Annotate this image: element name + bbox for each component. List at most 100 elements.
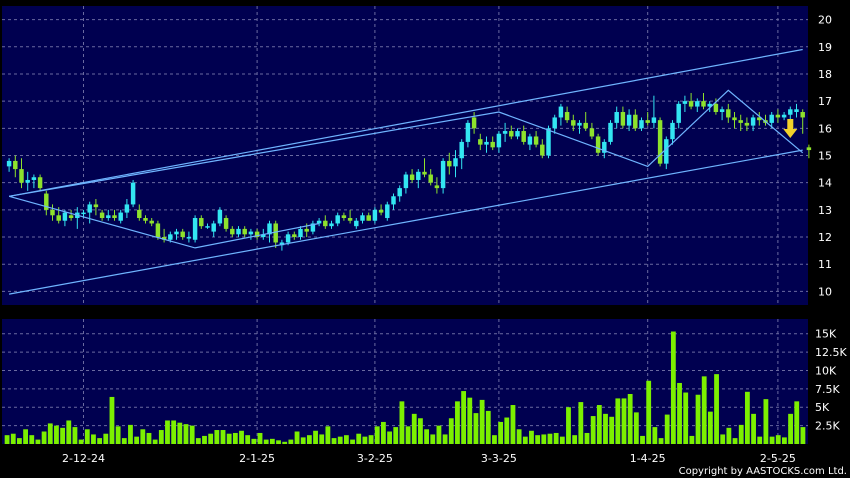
volume-bar [263,439,269,444]
candle-body [558,106,564,118]
price-tick-label: 11 [818,258,832,271]
candle-body [757,117,762,121]
volume-tick-label: 7.5K [815,383,840,396]
volume-bar [350,439,355,444]
candle-body [248,231,254,235]
volume-bar [72,427,78,444]
volume-bar [424,429,429,444]
volume-bar [510,405,516,444]
candle-body [56,215,61,221]
candle-body [639,120,644,129]
volume-bar [751,413,756,444]
candle-body [254,231,260,238]
volume-tick-label: 15K [815,328,837,341]
volume-bar [313,430,318,444]
volume-bar [652,427,658,444]
candle-body [236,228,241,235]
candle-body [657,120,663,164]
price-axis-ticks: 10 11 12 13 14 15 16 17 18 19 20 [818,14,832,299]
volume-bar [473,413,479,444]
candle-body [478,139,483,145]
price-tick-label: 10 [818,285,832,298]
volume-tick-label: 5K [815,401,830,414]
volume-bar [609,416,615,444]
volume-bar [121,438,127,444]
volume-bar [701,376,707,444]
volume-bar [269,438,275,444]
volume-bar [578,402,584,444]
volume-bar [572,435,578,444]
candle-body [496,133,502,148]
trendline [8,149,803,295]
volume-bar [239,430,244,444]
candle-body [360,215,365,221]
volume-bar [769,436,775,444]
candle-body [633,114,638,129]
volume-bar [695,394,701,444]
candle-body [199,218,204,227]
candle-body [31,177,37,180]
candle-body [626,114,632,126]
candle-body [335,215,340,224]
candle-body [602,141,607,153]
volume-bar [91,434,96,444]
candle-body [682,101,688,104]
candle-body [540,144,545,156]
date-tick-label: 3-3-25 [481,452,517,465]
candle-body [465,122,471,142]
date-tick-label: 1-4-25 [630,452,666,465]
volume-bar [782,437,787,444]
volume-bar [134,436,140,444]
volume-bar [794,401,800,444]
volume-bar [78,439,84,444]
volume-bar [726,427,732,444]
volume-bar [640,435,645,444]
price-tick-label: 18 [818,68,832,81]
volume-bar [763,399,769,444]
volume-bar [535,435,541,444]
volume-bar [232,432,238,444]
candle-body [174,231,179,235]
volume-bar [183,424,189,444]
candle-body [490,141,495,148]
date-axis-ticks: 2-12-24 2-1-25 3-2-25 3-3-25 1-4-25 2-5-25 [62,452,796,465]
candle-body [453,158,458,167]
volume-bar [4,435,10,444]
volume-bar [553,432,559,444]
candle-body [713,103,719,113]
candle-body [695,101,700,107]
candle-body [81,212,86,215]
candle-body [533,136,539,145]
volume-tick-label: 12.5K [815,346,847,359]
candle-body [409,174,415,180]
volume-bar [646,380,652,444]
volume-bar [559,436,565,444]
candle-body [434,185,440,189]
volume-bar [140,429,146,444]
candle-body [211,223,216,232]
volume-bar [214,430,220,444]
volume-bar [54,425,59,444]
volume-bar [356,433,362,444]
volume-bar [282,441,288,444]
volume-bar [325,426,331,444]
volume-bar [115,426,121,444]
candle-body [13,160,18,170]
volume-bar [430,434,436,444]
volume-bar [343,435,349,444]
volume-bar [738,424,744,444]
volume-bar [103,433,109,444]
candle-body [651,117,657,123]
volume-bar [257,432,263,444]
candle-body [267,223,272,235]
volume-bar [60,427,66,444]
candle-body [298,228,303,238]
volume-bar [436,425,442,444]
trendline [8,195,320,249]
volume-bar [374,426,380,444]
volume-bar [584,432,590,444]
price-tick-label: 19 [818,41,832,54]
candle-body [595,136,601,153]
candle-body [223,218,229,229]
date-tick-label: 2-5-25 [760,452,796,465]
